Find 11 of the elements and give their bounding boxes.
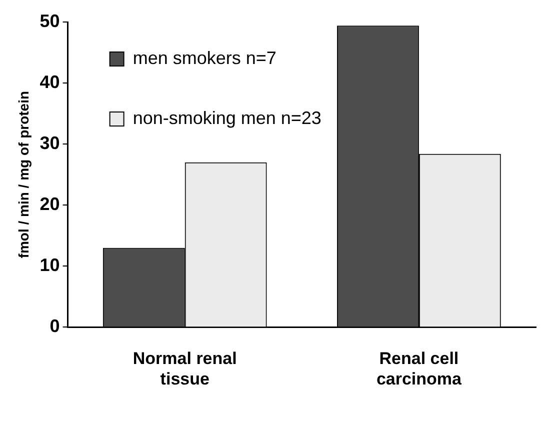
y-axis-title: fmol / min / mg of protein (15, 90, 32, 258)
y-tick-label: 10 (40, 255, 60, 276)
legend-label: men smokers n=7 (132, 48, 276, 68)
legend-label: non-smoking men n=23 (132, 108, 322, 128)
y-tick-label: 20 (40, 194, 60, 214)
y-tick-label: 40 (40, 72, 60, 92)
y-tick-label: 30 (40, 133, 60, 154)
y-tick-label: 0 (50, 316, 60, 336)
y-tick-label: 50 (40, 10, 60, 31)
x-tick-label: Renal cell carcinoma (376, 349, 462, 388)
x-tick-label: Normal renal tissue (132, 349, 237, 388)
